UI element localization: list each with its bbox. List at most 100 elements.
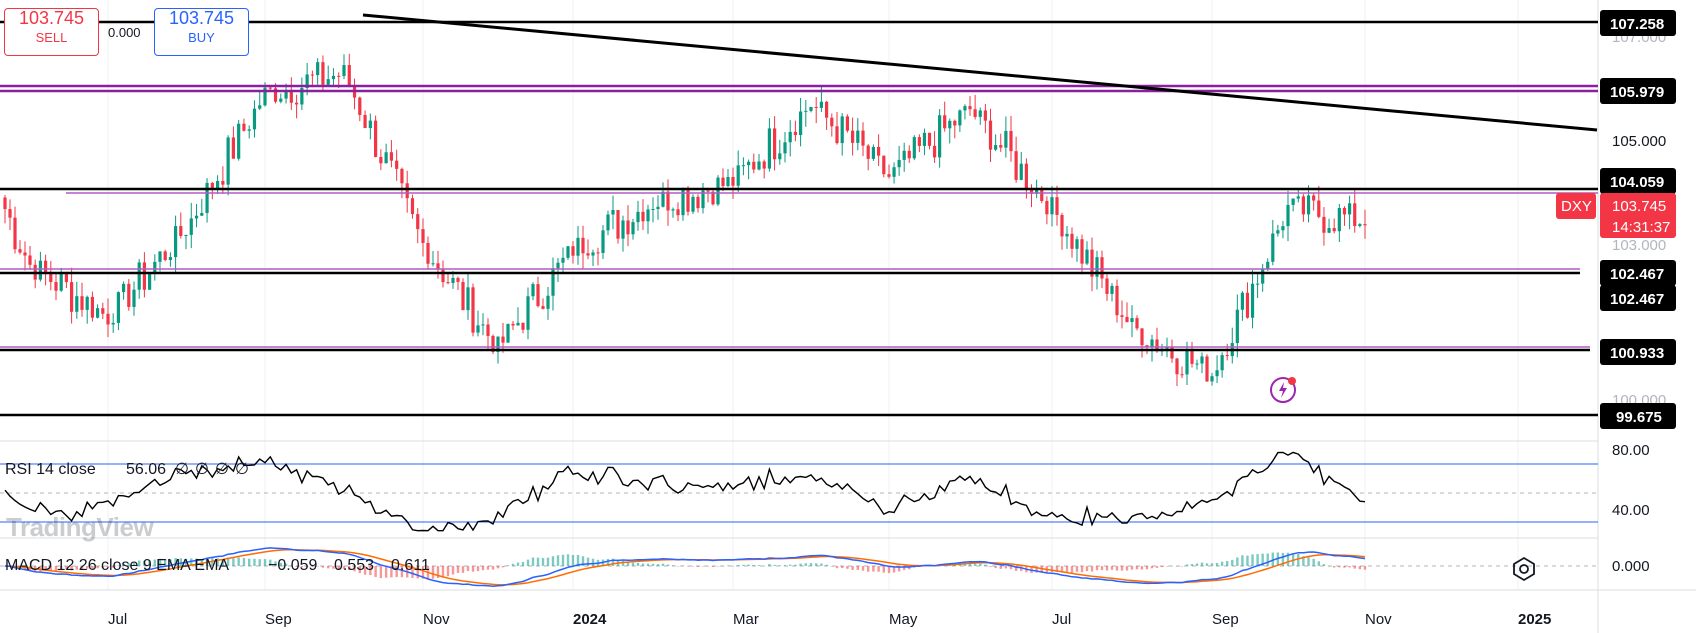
time-axis[interactable]: Jul Sep Nov 2024 Mar May Jul Sep Nov 202…: [108, 611, 1551, 628]
macd-histogram-bar: [1266, 553, 1269, 566]
macd-histogram-bar: [586, 557, 590, 566]
macd-histogram-bar: [337, 566, 340, 570]
candle-body: [666, 191, 670, 211]
candle-body: [263, 87, 267, 106]
candle-body: [18, 249, 22, 253]
macd-histogram-bar: [1281, 552, 1285, 566]
candle-body: [840, 116, 844, 144]
candle-body: [200, 212, 204, 216]
macd-histogram-bar: [1297, 553, 1300, 566]
macd-histogram-bar: [696, 566, 700, 567]
level-lines[interactable]: [0, 20, 1598, 417]
candle-body: [38, 260, 42, 280]
level-price-tag[interactable]: 99.675: [1600, 403, 1676, 429]
candle-body: [606, 214, 610, 231]
candle-body: [106, 313, 110, 325]
macd-histogram-bar: [1085, 566, 1089, 572]
candle-body: [917, 137, 921, 146]
candle-body: [1205, 356, 1209, 382]
candle-body: [814, 106, 818, 108]
candle-body: [721, 177, 725, 186]
macd-histogram-bar: [825, 564, 828, 566]
candle-body: [835, 126, 839, 144]
candle-body: [54, 282, 58, 291]
macd-histogram-bar: [1353, 566, 1356, 569]
candle-body: [1190, 350, 1194, 364]
candle-body: [999, 145, 1003, 148]
macd-histogram-bar: [221, 559, 225, 566]
sell-button[interactable]: 103.745 SELL: [4, 8, 99, 56]
macd-histogram-bar: [384, 566, 388, 578]
candle-body: [616, 210, 620, 239]
candle-body: [767, 128, 771, 169]
macd-histogram-bar: [1276, 552, 1280, 566]
macd-legend[interactable]: MACD 12 26 close 9 EMA EMA −0.059 0.553 …: [5, 557, 430, 574]
macd-histogram-bar: [701, 566, 705, 567]
macd-histogram-bar: [877, 566, 880, 572]
macd-histogram-bar: [882, 566, 885, 573]
level-price-tag[interactable]: 102.467: [1600, 285, 1676, 311]
candle-body: [1245, 292, 1250, 318]
macd-histogram-bar: [332, 566, 335, 569]
rsi-pane[interactable]: 80.00 40.00: [0, 442, 1650, 532]
candle-body: [1130, 318, 1134, 322]
symbol-price-tag[interactable]: DXY 103.745 14:31:37: [1556, 193, 1676, 238]
macd-histogram-bar: [242, 557, 246, 566]
candle-body: [932, 145, 937, 158]
macd-histogram-bar: [132, 562, 136, 566]
rsi-legend-name: RSI 14 close: [5, 461, 96, 478]
candle-body: [646, 209, 650, 222]
macd-histogram-bar: [531, 557, 535, 566]
tradingview-logo[interactable]: TradingView: [6, 512, 154, 543]
lightning-icon[interactable]: [1268, 373, 1300, 405]
level-price-tag[interactable]: 100.933: [1600, 339, 1676, 365]
candle-body: [1040, 188, 1044, 201]
time-tick: 2025: [1518, 611, 1551, 628]
macd-histogram-bar: [1009, 566, 1013, 570]
candle-body: [358, 97, 362, 115]
gear-icon[interactable]: [1510, 555, 1538, 583]
level-price-tag[interactable]: 105.979: [1600, 78, 1676, 104]
macd-histogram-bar: [887, 566, 891, 574]
macd-histogram-bar: [846, 566, 849, 569]
candle-body: [501, 336, 505, 343]
macd-histogram-bar: [211, 558, 214, 566]
candle-body: [804, 110, 808, 112]
candle-body: [189, 218, 193, 235]
candle-body: [661, 191, 665, 207]
macd-histogram-bar: [1226, 560, 1229, 566]
buy-label: BUY: [188, 30, 215, 45]
candle-body: [1200, 356, 1204, 364]
macd-line: [4, 547, 1366, 587]
candlestick-series: [3, 53, 1367, 387]
macd-pane[interactable]: 0.000: [0, 547, 1650, 587]
macd-histogram-bar: [476, 566, 480, 572]
macd-histogram-bar: [984, 564, 987, 566]
level-price-tag[interactable]: 104.059: [1600, 168, 1676, 194]
macd-histogram-bar: [1180, 566, 1184, 567]
buy-button[interactable]: 103.745 BUY: [154, 8, 249, 56]
macd-histogram-bar: [979, 563, 982, 566]
spread-value: 0.000: [108, 25, 141, 40]
rsi-legend[interactable]: RSI 14 close 56.06 ∅ ∅ ∅ ∅: [5, 461, 249, 478]
candle-body: [1135, 318, 1139, 329]
candle-body: [456, 277, 460, 282]
rsi-placeholder: ∅: [235, 461, 249, 478]
macd-legend-macd: 0.553: [334, 557, 374, 574]
candle-body: [1301, 196, 1305, 215]
macd-histogram-bar: [1130, 566, 1134, 570]
candle-body: [601, 230, 605, 254]
macd-histogram-bar: [737, 565, 740, 566]
macd-histogram-bar: [1100, 566, 1104, 571]
macd-histogram-bar: [451, 566, 455, 575]
level-price-tag[interactable]: 102.467: [1600, 260, 1676, 286]
macd-histogram-bar: [60, 566, 63, 571]
candle-body: [75, 296, 79, 312]
macd-histogram-bar: [851, 566, 854, 570]
macd-histogram-bar: [731, 565, 735, 567]
trendline[interactable]: [362, 13, 1598, 132]
candle-body: [506, 323, 510, 343]
candle-body: [331, 75, 336, 80]
level-price-tag[interactable]: 107.258: [1600, 10, 1676, 36]
